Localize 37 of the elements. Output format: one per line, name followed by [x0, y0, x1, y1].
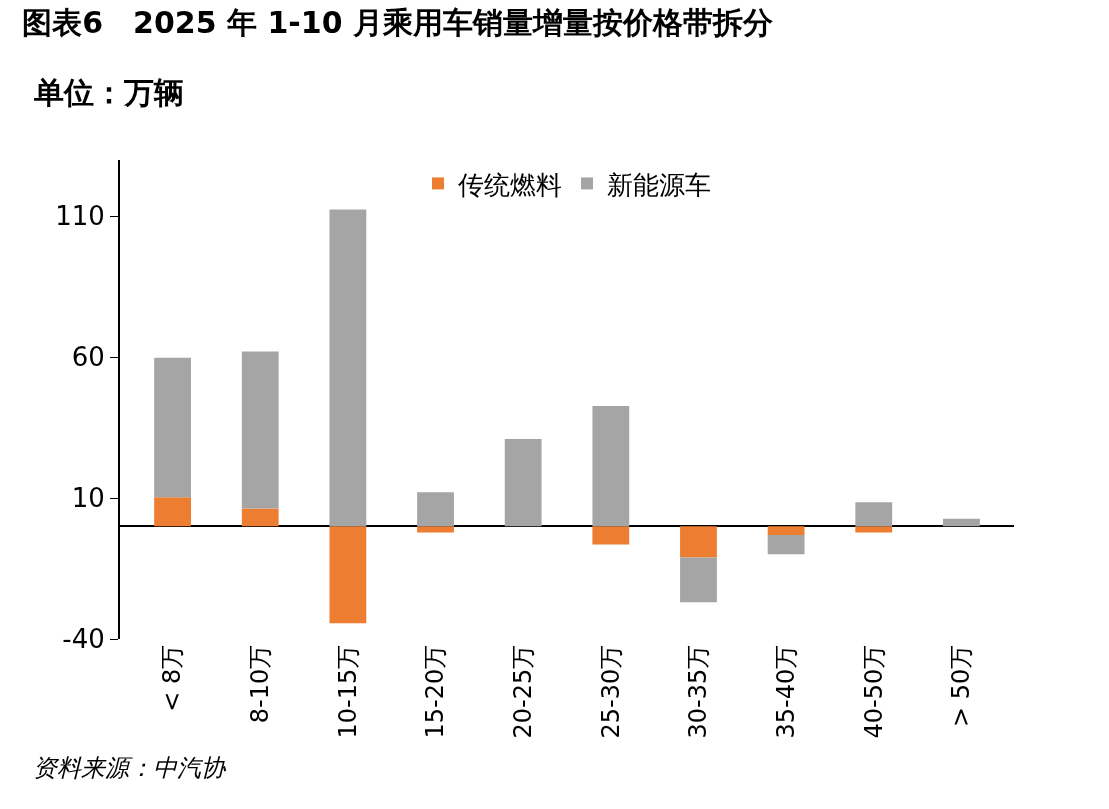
x-tick-label: 15-20万: [421, 644, 450, 739]
y-tick-label: 110: [55, 201, 105, 232]
x-tick-label: < 8万: [158, 644, 187, 712]
bar: [154, 357, 191, 498]
chart-title: 图表6 2025 年 1-10 月乘用车销量增量按价格带拆分: [22, 5, 773, 41]
bar: [855, 502, 893, 527]
x-tick-label: 30-35万: [684, 644, 713, 739]
bar: [417, 526, 454, 533]
legend-label: 新能源车: [607, 169, 711, 200]
x-tick-label: 8-10万: [246, 644, 275, 724]
y-tick-label: -40: [62, 624, 105, 655]
bar: [680, 557, 717, 603]
bar: [504, 438, 542, 527]
bar: [767, 526, 805, 536]
bar: [154, 497, 191, 527]
x-tick-label: 10-15万: [333, 644, 362, 739]
y-tick-label: 60: [71, 342, 105, 373]
x-tick-label: > 50万: [947, 644, 976, 728]
text: 资料来源：中汽协: [33, 754, 227, 782]
bar: [241, 508, 279, 527]
chart-subtitle: 单位：万辆: [33, 75, 184, 110]
bar: [417, 492, 454, 527]
legend-label: 传统燃料: [458, 169, 562, 200]
bar: [329, 526, 367, 624]
bar: [943, 518, 980, 527]
x-tick-label: 25-30万: [596, 644, 625, 739]
bar: [241, 351, 279, 509]
bar: [855, 526, 893, 533]
x-tick-label: 20-25万: [508, 644, 537, 739]
bar: [329, 209, 367, 527]
bar: [592, 405, 630, 527]
bar: [767, 535, 805, 555]
x-tick-label: 35-40万: [771, 644, 800, 739]
bar: [592, 526, 630, 545]
y-tick-label: 10: [71, 483, 105, 514]
bar: [680, 526, 717, 558]
x-tick-label: 40-50万: [859, 644, 888, 739]
